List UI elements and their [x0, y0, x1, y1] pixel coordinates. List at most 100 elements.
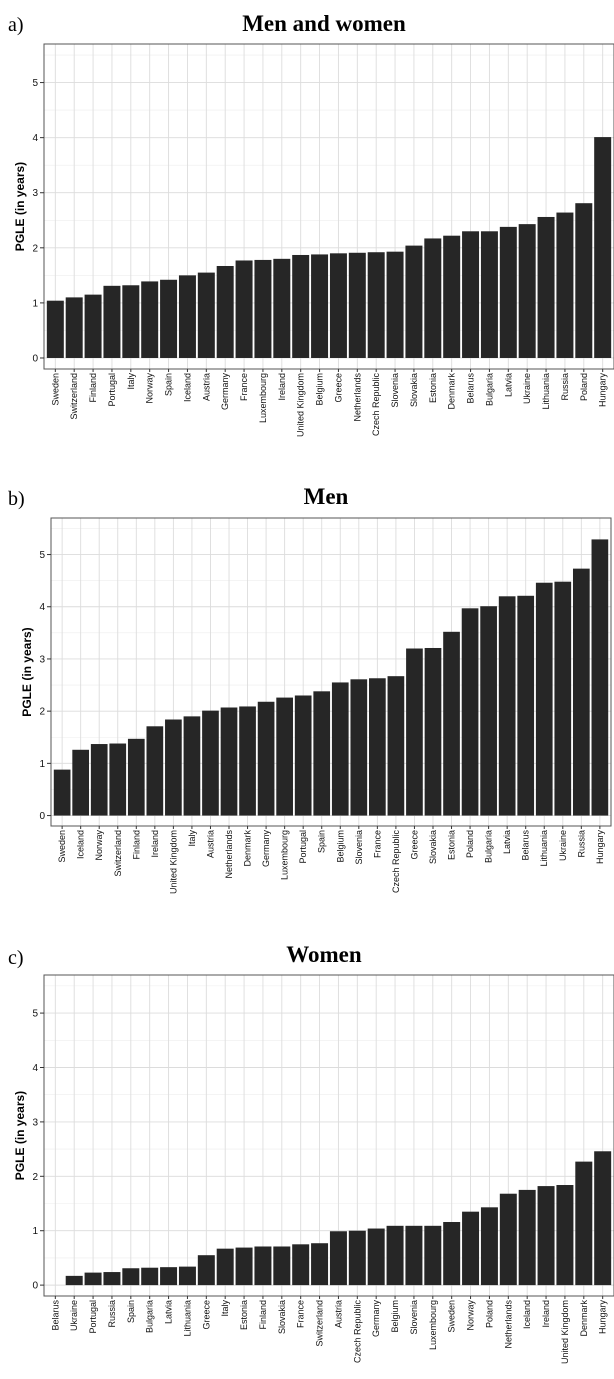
bar-slovakia	[424, 647, 442, 816]
bar-portugal	[294, 695, 312, 816]
x-tick-label: France	[372, 830, 382, 858]
bar-poland	[480, 1207, 498, 1286]
bar-italy	[122, 285, 140, 358]
bar-russia	[556, 212, 574, 358]
x-tick-label: Estonia	[239, 1300, 249, 1330]
bar-luxembourg	[424, 1225, 442, 1286]
x-tick-label: Sweden	[57, 830, 67, 863]
bar-czech-republic	[387, 676, 405, 816]
plot-frame	[50, 517, 612, 827]
bar-denmark	[239, 706, 256, 816]
x-tick-label: Latvia	[502, 830, 512, 854]
x-tick-label: United Kingdom	[560, 1300, 570, 1364]
x-tick-label: Estonia	[447, 830, 457, 860]
bar-slovakia	[405, 245, 423, 358]
x-tick-label: United Kingdom	[168, 830, 178, 894]
bar-germany	[367, 1228, 385, 1286]
y-tick-label: 4	[32, 1063, 38, 1074]
bar-belgium	[311, 254, 329, 358]
x-tick-label: Sweden	[50, 373, 60, 406]
x-tick-label: Belgium	[315, 373, 325, 406]
chart-title: Women	[286, 942, 362, 967]
bar-spain	[313, 691, 331, 816]
x-tick-label: Italy	[126, 373, 136, 390]
x-tick-label: Finland	[258, 1300, 268, 1330]
bar-ireland	[146, 726, 164, 816]
x-tick-label: Bulgaria	[484, 373, 494, 406]
x-tick-label: Poland	[484, 1300, 494, 1328]
x-tick-label: Sweden	[447, 1300, 457, 1333]
bar-netherlands	[348, 252, 366, 358]
x-tick-label: Ukraine	[522, 373, 532, 404]
y-tick-label: 5	[32, 1009, 38, 1020]
bar-italy	[216, 1248, 234, 1286]
x-tick-label: Bulgaria	[145, 1300, 155, 1333]
bar-slovenia	[350, 679, 368, 816]
x-tick-label: Slovakia	[409, 373, 419, 407]
x-tick-label: Denmark	[447, 373, 457, 410]
y-tick-label: 0	[32, 353, 38, 364]
bar-ukraine	[554, 581, 572, 816]
bar-portugal	[103, 285, 121, 358]
panel-letter: a)	[8, 14, 24, 36]
y-axis-label: PGLE (in years)	[13, 162, 27, 251]
bar-switzerland	[65, 297, 83, 358]
panel-1: a) Men and women 0 1 2 3 4 5 PGLE (in years) Swed…	[8, 11, 614, 437]
bar-germany	[257, 701, 275, 816]
bar-ireland	[537, 1186, 555, 1286]
x-tick-label: Belgium	[390, 1300, 400, 1333]
bar-poland	[461, 608, 479, 816]
bar-france	[235, 260, 253, 358]
x-tick-label: Austria	[333, 1300, 343, 1328]
bar-bulgaria	[480, 231, 498, 358]
bar-russia	[103, 1272, 121, 1286]
y-tick-label: 1	[39, 759, 45, 770]
y-tick-label: 2	[32, 1172, 38, 1183]
x-tick-label: Greece	[333, 373, 343, 403]
bar-finland	[84, 294, 102, 358]
x-tick-label: France	[239, 373, 249, 401]
panel-letter: c)	[8, 947, 24, 969]
bar-belarus	[517, 595, 535, 816]
bar-slovenia	[386, 251, 404, 358]
bar-belgium	[386, 1225, 404, 1286]
y-tick-label: 3	[32, 188, 38, 199]
x-tick-label: Hungary	[598, 1300, 608, 1335]
bar-ireland	[273, 258, 291, 358]
x-tick-label: Spain	[126, 1300, 136, 1323]
x-tick-label: Slovenia	[390, 373, 400, 408]
x-tick-label: Iceland	[182, 373, 192, 402]
y-tick-label: 4	[39, 602, 45, 613]
x-tick-label: United Kingdom	[296, 373, 306, 437]
bar-spain	[160, 279, 178, 358]
bar-ukraine	[518, 224, 536, 358]
bar-estonia	[235, 1247, 253, 1286]
bar-greece	[329, 253, 347, 358]
y-tick-label: 2	[39, 707, 45, 718]
x-tick-label: Ireland	[277, 373, 287, 401]
bar-netherlands	[499, 1193, 517, 1286]
x-tick-label: Luxembourg	[428, 1300, 438, 1350]
x-tick-label: Belgium	[335, 830, 345, 863]
bar-norway	[141, 281, 159, 358]
x-tick-label: Denmark	[243, 830, 253, 867]
bar-france	[292, 1244, 310, 1286]
bar-united-kingdom	[556, 1185, 574, 1286]
bar-bulgaria	[480, 606, 497, 816]
bar-austria	[329, 1231, 347, 1286]
bar-hungary	[594, 1151, 612, 1286]
y-tick-label: 3	[39, 654, 45, 665]
bar-austria	[197, 272, 215, 358]
bar-norway	[90, 744, 108, 816]
x-tick-label: Poland	[465, 830, 475, 858]
x-tick-label: Latvia	[164, 1300, 174, 1324]
x-tick-label: Lithuania	[539, 830, 549, 867]
bar-estonia	[424, 238, 442, 358]
plot-frame	[43, 43, 614, 370]
x-tick-label: Iceland	[522, 1300, 532, 1329]
x-tick-label: Spain	[164, 373, 174, 396]
plot-frame	[43, 974, 614, 1297]
x-tick-label: Switzerland	[69, 373, 79, 420]
x-tick-label: Austria	[205, 830, 215, 858]
